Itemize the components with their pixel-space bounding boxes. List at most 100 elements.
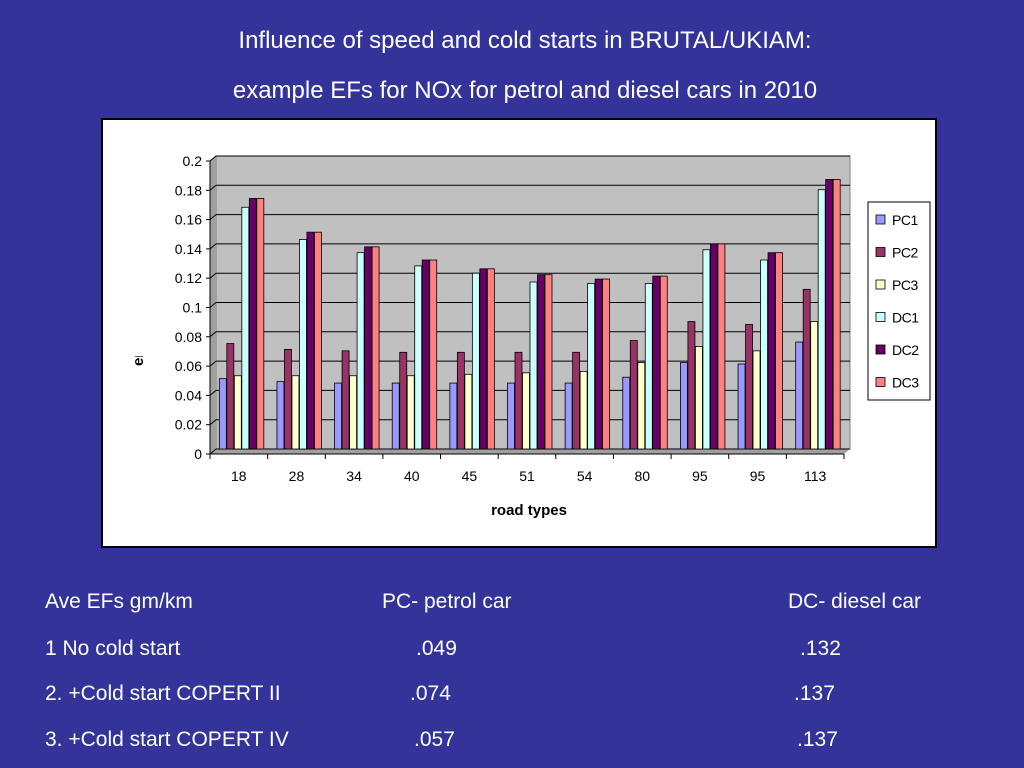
legend-swatch-pc2 xyxy=(875,247,886,257)
legend-label-dc3: DC3 xyxy=(892,375,919,391)
legend-label-pc3: PC3 xyxy=(892,277,918,293)
y-tick-label: 0.2 xyxy=(183,153,203,169)
legend-label-pc1: PC1 xyxy=(892,212,918,228)
gridline-depth xyxy=(209,302,217,308)
x-axis-title: road types xyxy=(491,502,567,519)
table-cell: .057 xyxy=(414,728,455,751)
table-cell: .132 xyxy=(800,637,841,660)
bar-pc2-8 xyxy=(687,321,696,450)
y-tick-label: 0.18 xyxy=(175,182,202,198)
y-axis-title: emission facto xyxy=(130,261,147,366)
bar-dc1-5 xyxy=(529,281,538,450)
bar-dc2-1 xyxy=(306,231,315,450)
x-tick-label: 34 xyxy=(346,468,362,484)
plot-floor xyxy=(210,449,850,454)
legend-swatch-dc3 xyxy=(875,377,886,387)
x-tick-label: 45 xyxy=(462,468,478,484)
y-tick-label: 0.12 xyxy=(175,270,202,286)
bar-pc3-10 xyxy=(810,321,819,450)
bar-dc1-3 xyxy=(414,265,423,450)
bar-pc1-8 xyxy=(680,362,688,450)
table-row: 3. +Cold start COPERT IV .057 .137 xyxy=(45,725,1005,755)
bar-dc3-0 xyxy=(256,198,265,450)
bar-pc1-2 xyxy=(334,382,342,450)
y-tick-label: 0.04 xyxy=(175,387,202,403)
x-tick-label: 54 xyxy=(577,468,593,484)
x-tick-label: 95 xyxy=(750,468,766,484)
bar-dc3-10 xyxy=(832,179,841,450)
bar-pc3-3 xyxy=(406,375,415,450)
gridline-depth xyxy=(209,390,217,396)
bar-dc1-4 xyxy=(471,272,480,450)
x-tick-label: 28 xyxy=(289,468,305,484)
chart-frame: 0 0.02 0.04 0.06 0.08 0.1 0.12 0.14 0.16 0.18 0.2 1… xyxy=(101,118,937,548)
bar-dc1-9 xyxy=(760,259,768,450)
bar-pc3-2 xyxy=(349,375,357,450)
bar-pc2-10 xyxy=(802,288,811,450)
table-header-cell: PC- petrol car xyxy=(382,590,512,613)
bar-pc2-7 xyxy=(629,340,638,450)
gridline-depth xyxy=(209,155,217,162)
bar-dc2-5 xyxy=(537,274,545,450)
gridline-depth xyxy=(209,214,217,220)
bar-dc3-9 xyxy=(775,252,783,450)
bar-pc1-6 xyxy=(564,382,573,450)
table-cell: 2. +Cold start COPERT II xyxy=(45,682,281,705)
legend-swatch-pc1 xyxy=(875,214,886,225)
bar-pc3-5 xyxy=(522,372,530,450)
bar-pc2-9 xyxy=(745,324,753,450)
bar-dc2-7 xyxy=(652,275,661,450)
bar-pc2-2 xyxy=(341,350,350,450)
bar-pc3-0 xyxy=(233,375,242,450)
x-tick-label: 51 xyxy=(519,468,535,484)
bar-pc2-5 xyxy=(514,351,523,450)
bar-pc3-1 xyxy=(291,375,300,450)
bar-dc1-0 xyxy=(241,206,250,450)
bar-dc2-2 xyxy=(364,246,372,450)
table-header-row: Ave EFs gm/km PC- petrol car DC- diesel … xyxy=(45,587,1005,617)
table-cell: .074 xyxy=(410,682,451,705)
bar-dc2-6 xyxy=(594,278,603,450)
nox-bar-chart: 0 0.02 0.04 0.06 0.08 0.1 0.12 0.14 0.16 0.18 0.2 1… xyxy=(130,153,931,519)
legend-swatch-pc3 xyxy=(875,279,886,290)
bar-pc1-0 xyxy=(218,378,227,450)
bar-dc2-0 xyxy=(248,198,257,450)
gridline-depth xyxy=(209,272,217,279)
gridline-depth xyxy=(209,419,217,426)
gridline-depth xyxy=(209,184,217,191)
bar-dc3-8 xyxy=(717,243,726,450)
table-cell: .137 xyxy=(794,682,835,705)
x-tick-label: 113 xyxy=(804,468,827,484)
bar-dc2-10 xyxy=(825,179,834,450)
bar-dc3-1 xyxy=(314,231,322,450)
y-tick-label: 0.14 xyxy=(175,241,202,257)
bar-pc1-4 xyxy=(449,382,458,450)
bar-dc3-7 xyxy=(659,275,668,450)
gridline-depth xyxy=(209,331,217,338)
legend-swatch-dc2 xyxy=(875,344,886,355)
y-tick-label: 0.1 xyxy=(183,300,203,316)
bar-dc3-4 xyxy=(486,268,495,450)
bar-dc1-1 xyxy=(299,239,307,450)
table-cell: 3. +Cold start COPERT IV xyxy=(45,728,289,751)
bar-dc1-7 xyxy=(644,283,653,450)
bar-pc1-1 xyxy=(276,381,285,450)
bar-pc1-9 xyxy=(737,363,746,450)
legend xyxy=(867,201,931,401)
x-tick-label: 95 xyxy=(692,468,708,484)
gridline-depth xyxy=(209,448,217,455)
legend-label-dc2: DC2 xyxy=(892,342,919,358)
y-tick-label: 0 xyxy=(194,446,202,462)
bar-pc1-5 xyxy=(507,382,515,450)
legend-label-pc2: PC2 xyxy=(892,245,918,261)
bar-pc2-3 xyxy=(399,351,408,450)
bar-pc3-4 xyxy=(464,373,473,450)
bar-dc2-3 xyxy=(421,259,430,450)
bar-dc3-6 xyxy=(602,278,611,450)
slide-title-line-1: Influence of speed and cold starts in BR… xyxy=(238,27,812,54)
bar-pc1-7 xyxy=(622,376,631,450)
table-row: 2. +Cold start COPERT II .074 .137 xyxy=(45,679,1005,709)
bar-dc2-8 xyxy=(710,243,718,450)
y-tick-label: 0.02 xyxy=(175,417,202,433)
table-header-cell: Ave EFs gm/km xyxy=(45,590,193,613)
